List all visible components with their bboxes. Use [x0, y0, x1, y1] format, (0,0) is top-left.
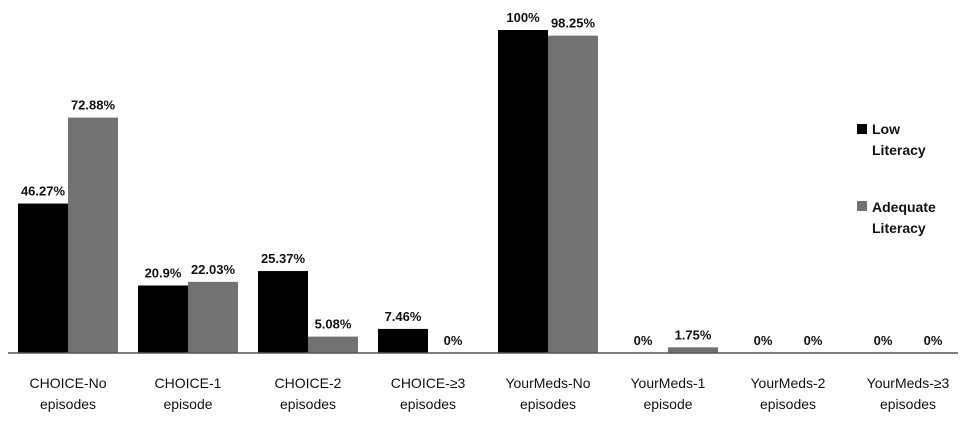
category-label-7: YourMeds-≥3 episodes — [867, 375, 950, 412]
data-label-s0-c2: 25.37% — [261, 251, 306, 266]
bar-s1-c5 — [668, 347, 718, 353]
bars — [18, 30, 718, 354]
legend-swatch-0 — [857, 124, 867, 134]
data-label-s1-c2: 5.08% — [315, 317, 352, 332]
bar-s0-c3 — [378, 328, 428, 353]
data-label-s1-c4: 98.25% — [551, 16, 596, 31]
data-label-s1-c3: 0% — [444, 333, 463, 348]
category-label-6: YourMeds-2 episodes — [751, 375, 826, 412]
data-label-s1-c0: 72.88% — [71, 98, 116, 113]
bar-s0-c4 — [498, 30, 548, 353]
category-label-3: CHOICE-≥3 episodes — [391, 375, 466, 412]
data-label-s1-c6: 0% — [804, 333, 823, 348]
category-label-2: CHOICE-2 episodes — [275, 375, 342, 412]
data-label-s0-c3: 7.46% — [385, 309, 422, 324]
bar-s0-c2 — [258, 271, 308, 353]
data-label-s1-c5: 1.75% — [675, 327, 712, 342]
legend-swatch-1 — [857, 201, 867, 211]
category-label-4: YourMeds-No episodes — [505, 375, 590, 412]
bar-s0-c0 — [18, 203, 68, 353]
data-label-s0-c0: 46.27% — [21, 184, 66, 199]
legend-label-0: Low Literacy — [872, 121, 926, 158]
legend: Low Literacy Adequate Literacy — [857, 121, 936, 236]
data-label-s1-c7: 0% — [924, 333, 943, 348]
category-label-5: YourMeds-1 episode — [631, 375, 706, 412]
bar-s1-c1 — [188, 281, 238, 353]
data-label-s0-c7: 0% — [874, 333, 893, 348]
bar-s1-c2 — [308, 336, 358, 353]
data-label-s0-c6: 0% — [754, 333, 773, 348]
data-label-s1-c1: 22.03% — [191, 262, 236, 277]
bar-s1-c0 — [68, 117, 118, 354]
data-label-s0-c5: 0% — [634, 333, 653, 348]
bar-s0-c1 — [138, 285, 188, 353]
value-labels: 46.27% 72.88% 20.9% 22.03% 25.37% 5.08% 7.46% 0… — [21, 10, 943, 348]
category-label-0: CHOICE-No episodes — [29, 375, 106, 412]
legend-label-1: Adequate Literacy — [872, 199, 936, 236]
data-label-s0-c1: 20.9% — [145, 265, 182, 280]
category-labels: CHOICE-No episodes CHOICE-1 episode CHOICE-2… — [29, 375, 949, 412]
category-label-1: CHOICE-1 episode — [155, 375, 222, 412]
bar-s1-c4 — [548, 35, 598, 354]
data-label-s0-c4: 100% — [506, 10, 540, 25]
